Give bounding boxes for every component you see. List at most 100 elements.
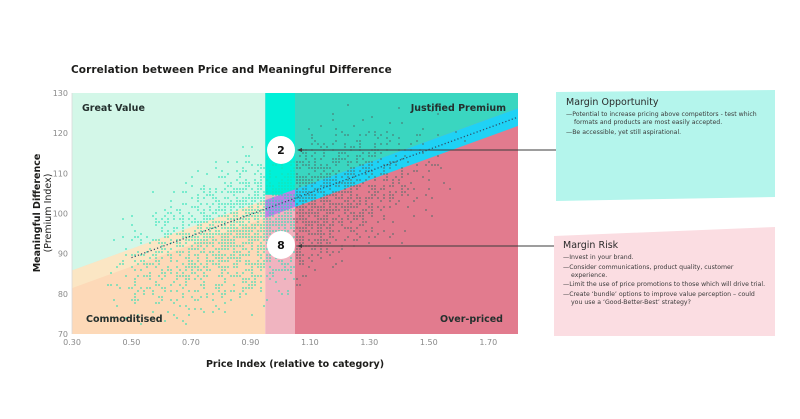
data-point bbox=[248, 287, 250, 289]
data-point bbox=[338, 152, 340, 154]
data-point bbox=[200, 284, 202, 286]
data-point bbox=[155, 302, 157, 304]
data-point bbox=[281, 206, 283, 208]
data-point bbox=[155, 260, 157, 262]
data-point bbox=[317, 224, 319, 226]
data-point bbox=[257, 218, 259, 220]
data-point bbox=[236, 257, 238, 259]
data-point bbox=[365, 209, 367, 211]
data-point bbox=[272, 212, 274, 214]
data-point bbox=[344, 227, 346, 229]
data-point bbox=[275, 206, 277, 208]
data-point bbox=[254, 197, 256, 199]
data-point bbox=[254, 173, 256, 175]
data-point bbox=[404, 185, 406, 187]
data-point bbox=[203, 284, 205, 286]
data-point bbox=[164, 320, 166, 322]
data-point bbox=[428, 161, 430, 163]
data-point bbox=[233, 206, 235, 208]
data-point bbox=[218, 230, 220, 232]
data-point bbox=[224, 176, 226, 178]
data-point bbox=[239, 191, 241, 193]
data-point bbox=[377, 233, 379, 235]
data-point bbox=[353, 185, 355, 187]
data-point bbox=[263, 227, 265, 229]
data-point bbox=[176, 290, 178, 292]
data-point bbox=[254, 281, 256, 283]
data-point bbox=[305, 185, 307, 187]
data-point bbox=[248, 242, 250, 244]
data-point bbox=[305, 158, 307, 160]
data-point bbox=[299, 200, 301, 202]
data-point bbox=[287, 215, 289, 217]
data-point bbox=[290, 212, 292, 214]
data-point bbox=[137, 251, 139, 253]
data-point bbox=[317, 218, 319, 220]
data-point bbox=[161, 272, 163, 274]
data-point bbox=[230, 242, 232, 244]
data-point bbox=[311, 176, 313, 178]
data-point bbox=[290, 182, 292, 184]
data-point bbox=[281, 230, 283, 232]
data-point bbox=[257, 263, 259, 265]
data-point bbox=[335, 194, 337, 196]
data-point bbox=[176, 278, 178, 280]
data-point bbox=[332, 158, 334, 160]
data-point bbox=[347, 182, 349, 184]
data-point bbox=[311, 221, 313, 223]
data-point bbox=[128, 287, 130, 289]
data-point bbox=[389, 257, 391, 259]
data-point bbox=[344, 158, 346, 160]
data-point bbox=[182, 320, 184, 322]
data-point bbox=[152, 311, 154, 313]
data-point bbox=[380, 173, 382, 175]
data-point bbox=[197, 245, 199, 247]
data-point bbox=[182, 263, 184, 265]
data-point bbox=[299, 194, 301, 196]
data-point bbox=[116, 305, 118, 307]
data-point bbox=[290, 194, 292, 196]
data-point bbox=[122, 218, 124, 220]
data-point bbox=[383, 173, 385, 175]
data-point bbox=[335, 206, 337, 208]
data-point bbox=[290, 200, 292, 202]
data-point bbox=[206, 242, 208, 244]
data-point bbox=[305, 221, 307, 223]
data-point bbox=[236, 266, 238, 268]
trend-band-left bbox=[72, 200, 266, 289]
data-point bbox=[323, 206, 325, 208]
data-point bbox=[302, 200, 304, 202]
data-point bbox=[383, 194, 385, 196]
data-point bbox=[257, 266, 259, 268]
data-point bbox=[332, 203, 334, 205]
data-point bbox=[314, 200, 316, 202]
data-point bbox=[245, 269, 247, 271]
data-point bbox=[299, 206, 301, 208]
data-point bbox=[263, 221, 265, 223]
data-point bbox=[362, 215, 364, 217]
data-point bbox=[206, 227, 208, 229]
data-point bbox=[221, 266, 223, 268]
data-point bbox=[206, 257, 208, 259]
data-point bbox=[284, 230, 286, 232]
data-point bbox=[212, 239, 214, 241]
data-point bbox=[353, 218, 355, 220]
data-point bbox=[233, 284, 235, 286]
data-point bbox=[317, 188, 319, 190]
data-point bbox=[254, 284, 256, 286]
data-point bbox=[284, 194, 286, 196]
data-point bbox=[371, 173, 373, 175]
data-point bbox=[287, 203, 289, 205]
data-point bbox=[347, 203, 349, 205]
data-point bbox=[113, 317, 115, 319]
data-point bbox=[215, 221, 217, 223]
data-point bbox=[206, 263, 208, 265]
data-point bbox=[293, 218, 295, 220]
data-point bbox=[305, 206, 307, 208]
data-point bbox=[221, 248, 223, 250]
data-point bbox=[224, 182, 226, 184]
data-point bbox=[233, 215, 235, 217]
data-point bbox=[320, 200, 322, 202]
data-point bbox=[239, 221, 241, 223]
data-point bbox=[323, 185, 325, 187]
